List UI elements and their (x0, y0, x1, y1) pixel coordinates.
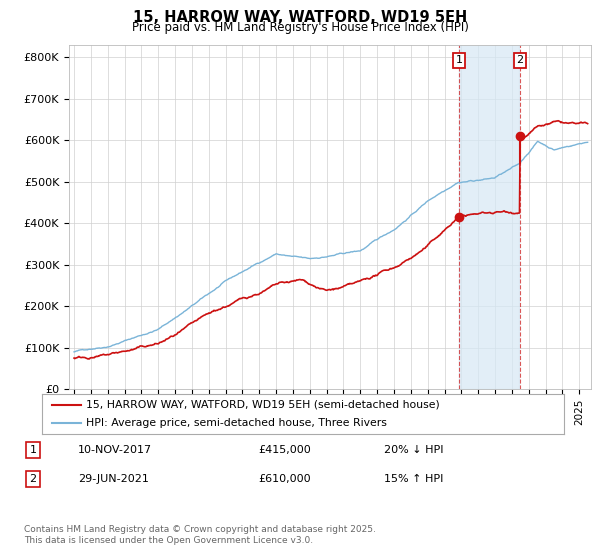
Text: 15% ↑ HPI: 15% ↑ HPI (384, 474, 443, 484)
Text: 29-JUN-2021: 29-JUN-2021 (78, 474, 149, 484)
Text: 1: 1 (455, 55, 463, 66)
Text: 1: 1 (29, 445, 37, 455)
Text: 2: 2 (29, 474, 37, 484)
Text: Price paid vs. HM Land Registry's House Price Index (HPI): Price paid vs. HM Land Registry's House … (131, 21, 469, 34)
Text: 20% ↓ HPI: 20% ↓ HPI (384, 445, 443, 455)
Text: 10-NOV-2017: 10-NOV-2017 (78, 445, 152, 455)
Text: 15, HARROW WAY, WATFORD, WD19 5EH: 15, HARROW WAY, WATFORD, WD19 5EH (133, 10, 467, 25)
Text: Contains HM Land Registry data © Crown copyright and database right 2025.
This d: Contains HM Land Registry data © Crown c… (24, 525, 376, 545)
Text: 2: 2 (517, 55, 524, 66)
Text: £610,000: £610,000 (258, 474, 311, 484)
Text: HPI: Average price, semi-detached house, Three Rivers: HPI: Average price, semi-detached house,… (86, 418, 387, 428)
Text: £415,000: £415,000 (258, 445, 311, 455)
Text: 15, HARROW WAY, WATFORD, WD19 5EH (semi-detached house): 15, HARROW WAY, WATFORD, WD19 5EH (semi-… (86, 400, 440, 410)
